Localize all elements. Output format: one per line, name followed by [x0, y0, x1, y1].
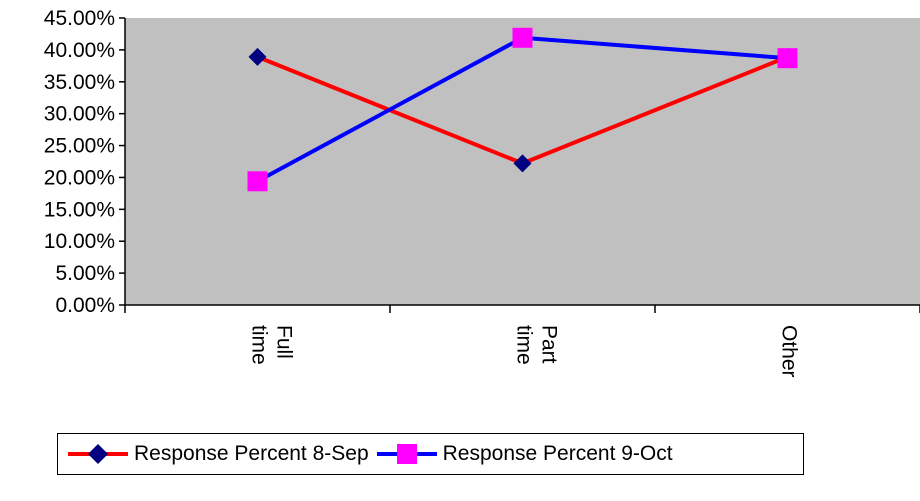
series-group	[247, 27, 798, 192]
x-tick-label: Other	[778, 325, 801, 378]
y-tick-label: 30.00%	[44, 103, 115, 126]
legend-label-8-sep: Response Percent 8-Sep	[134, 442, 369, 465]
y-tick-label: 0.00%	[55, 294, 115, 317]
data-point-diamond	[248, 47, 267, 66]
legend-label-9-oct: Response Percent 9-Oct	[442, 442, 673, 465]
data-point-square	[777, 48, 798, 69]
data-point-square	[512, 27, 533, 48]
y-tick-label: 25.00%	[44, 135, 115, 158]
y-tick-label: 40.00%	[44, 39, 115, 62]
y-tick-label: 15.00%	[44, 198, 115, 221]
legend: Response Percent 8-Sep Response Percent …	[57, 433, 804, 475]
y-axis: 0.00% 5.00% 10.00% 15.00% 20.00% 25.00% 30.00%…	[44, 7, 126, 317]
data-point-square	[247, 171, 268, 192]
legend-swatch-8-sep	[68, 444, 128, 464]
x-axis: Fulltime Parttime Other	[124, 304, 920, 378]
x-tick-label: Fulltime	[248, 325, 296, 365]
legend-swatch-9-oct	[376, 444, 437, 464]
y-tick-label: 35.00%	[44, 71, 115, 94]
legend-entry-9-oct: Response Percent 9-Oct	[375, 441, 673, 467]
legend-entry-8-sep: Response Percent 8-Sep	[66, 441, 369, 467]
x-tick-label: Parttime	[513, 325, 561, 365]
data-point-diamond	[513, 154, 532, 173]
y-tick-label: 5.00%	[55, 262, 115, 285]
y-tick-label: 20.00%	[44, 166, 115, 189]
y-tick-label: 45.00%	[44, 7, 115, 30]
y-tick-label: 10.00%	[44, 230, 115, 253]
